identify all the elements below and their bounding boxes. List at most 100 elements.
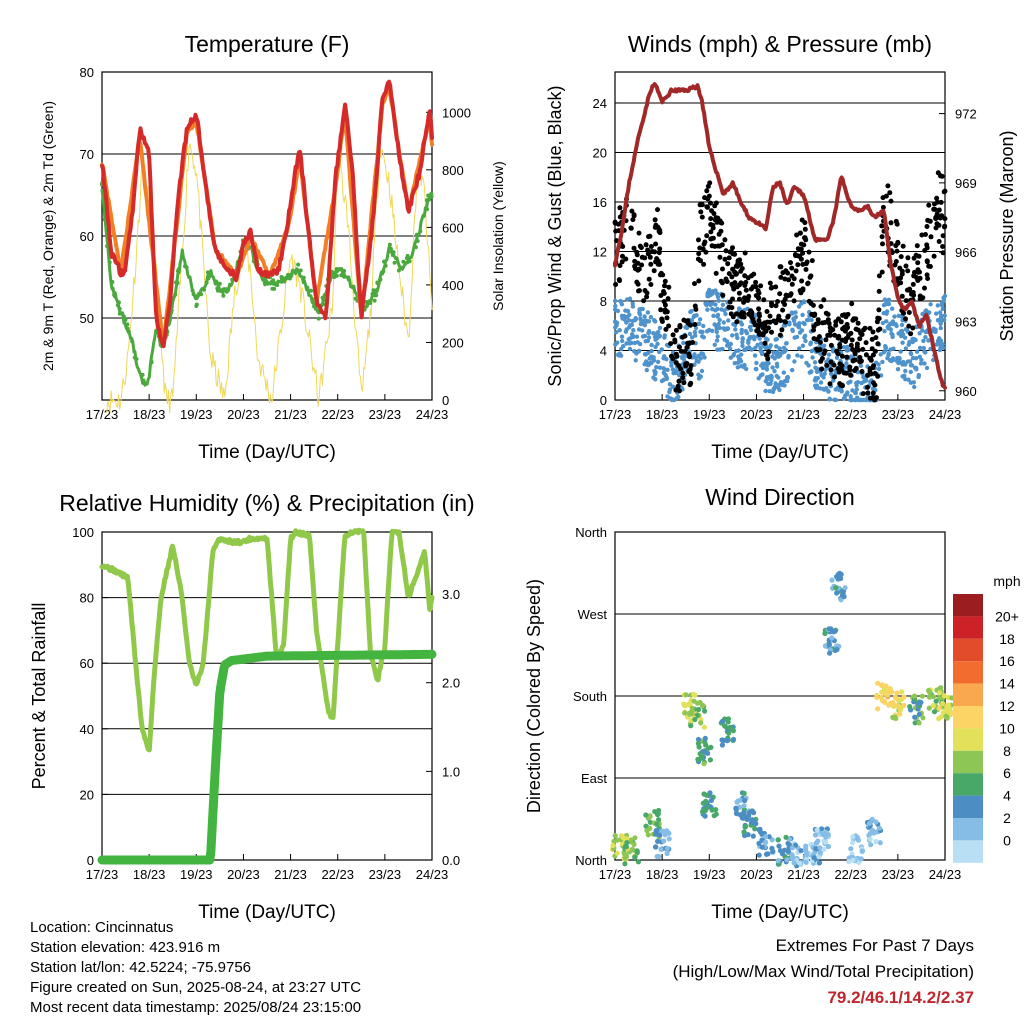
wind-point xyxy=(645,310,651,315)
gust-point xyxy=(725,261,731,267)
wind-point xyxy=(823,367,828,372)
wind-point xyxy=(657,349,662,355)
direction-point xyxy=(816,854,822,860)
direction-point xyxy=(784,857,790,863)
direction-point xyxy=(930,694,937,700)
wind-point xyxy=(613,325,618,330)
legend-swatch xyxy=(953,683,983,706)
gust-point xyxy=(644,294,650,300)
wind-point xyxy=(684,325,690,331)
gust-point xyxy=(680,370,686,376)
direction-point xyxy=(661,838,667,844)
direction-point xyxy=(742,797,748,804)
y2-tick-label: 0.0 xyxy=(442,853,460,868)
gust-point xyxy=(927,218,933,224)
y2-axis-label: Station Pressure (Maroon) xyxy=(997,130,1017,341)
wind-point xyxy=(697,317,703,322)
wind-point xyxy=(656,329,661,335)
wind-point xyxy=(797,346,802,351)
direction-point xyxy=(766,834,772,840)
wind-point xyxy=(648,315,654,320)
direction-point xyxy=(688,723,694,729)
wind-point xyxy=(912,384,917,390)
gust-point xyxy=(777,264,783,270)
gust-point xyxy=(938,173,943,179)
wind-point xyxy=(643,339,648,344)
wind-point xyxy=(792,359,797,364)
direction-point xyxy=(664,846,670,852)
y-axis-label: Direction (Colored By Speed) xyxy=(524,579,544,813)
gust-point xyxy=(647,254,653,260)
wind-point xyxy=(940,306,945,311)
gust-point xyxy=(870,365,876,371)
wind-point xyxy=(832,397,837,402)
gust-point xyxy=(837,344,843,350)
y-axis-label: Percent & Total Rainfall xyxy=(29,603,49,790)
y2-tick-label: 800 xyxy=(442,163,464,178)
gust-point xyxy=(785,313,791,319)
gust-point xyxy=(742,283,748,288)
wind-point xyxy=(669,397,675,403)
direction-point xyxy=(632,854,638,861)
gust-point xyxy=(652,224,658,230)
wind-point xyxy=(619,334,625,339)
direction-point xyxy=(614,850,620,856)
wind-point xyxy=(846,380,851,385)
gust-point xyxy=(780,270,786,276)
gust-point xyxy=(682,348,688,354)
legend-swatch xyxy=(953,661,983,684)
y2-tick-label: 3.0 xyxy=(442,587,460,602)
wind-point xyxy=(758,345,763,351)
direction-point xyxy=(666,830,672,836)
wind-point xyxy=(760,365,766,371)
gust-point xyxy=(729,281,735,287)
gust-point xyxy=(932,207,938,212)
direction-point xyxy=(733,810,740,817)
gust-point xyxy=(887,190,893,196)
gust-point xyxy=(767,313,773,319)
wind-point xyxy=(889,331,894,336)
wind-point xyxy=(817,386,823,391)
wind-point xyxy=(800,343,806,348)
direction-point xyxy=(869,816,875,823)
wind-point xyxy=(899,328,905,334)
gust-point xyxy=(699,202,705,208)
legend-label: 4 xyxy=(1003,788,1011,804)
dewpoint-point xyxy=(184,265,189,270)
wind-point xyxy=(774,373,779,379)
direction-point xyxy=(709,807,715,813)
gust-point xyxy=(917,275,923,281)
direction-point xyxy=(703,742,709,748)
gust-point xyxy=(644,290,650,296)
direction-point xyxy=(838,571,844,578)
gust-point xyxy=(670,332,676,338)
direction-point xyxy=(628,839,634,845)
direction-point xyxy=(727,724,733,730)
direction-point xyxy=(933,698,939,704)
wind-point xyxy=(721,320,726,325)
gust-point xyxy=(708,222,714,227)
chart-title: Temperature (F) xyxy=(185,31,350,57)
wind-point xyxy=(699,368,705,374)
direction-point xyxy=(817,850,824,856)
gust-point xyxy=(617,205,623,211)
gust-point xyxy=(750,316,756,322)
gust-point xyxy=(673,360,679,366)
gust-point xyxy=(666,284,672,290)
gust-point xyxy=(634,252,640,258)
wind-point xyxy=(935,303,940,308)
gust-point xyxy=(857,336,863,342)
gust-point xyxy=(698,258,703,264)
wind-point xyxy=(850,388,855,393)
gust-point xyxy=(628,225,634,231)
gust-point xyxy=(663,326,669,332)
gust-point xyxy=(880,241,885,247)
dewpoint-point xyxy=(346,275,351,280)
dewpoint-point xyxy=(298,268,303,273)
wind-point xyxy=(701,335,706,340)
direction-point xyxy=(833,585,839,591)
wind-point xyxy=(769,373,774,378)
dewpoint-point xyxy=(321,302,326,307)
gust-point xyxy=(933,214,939,220)
wind-point xyxy=(809,317,814,323)
